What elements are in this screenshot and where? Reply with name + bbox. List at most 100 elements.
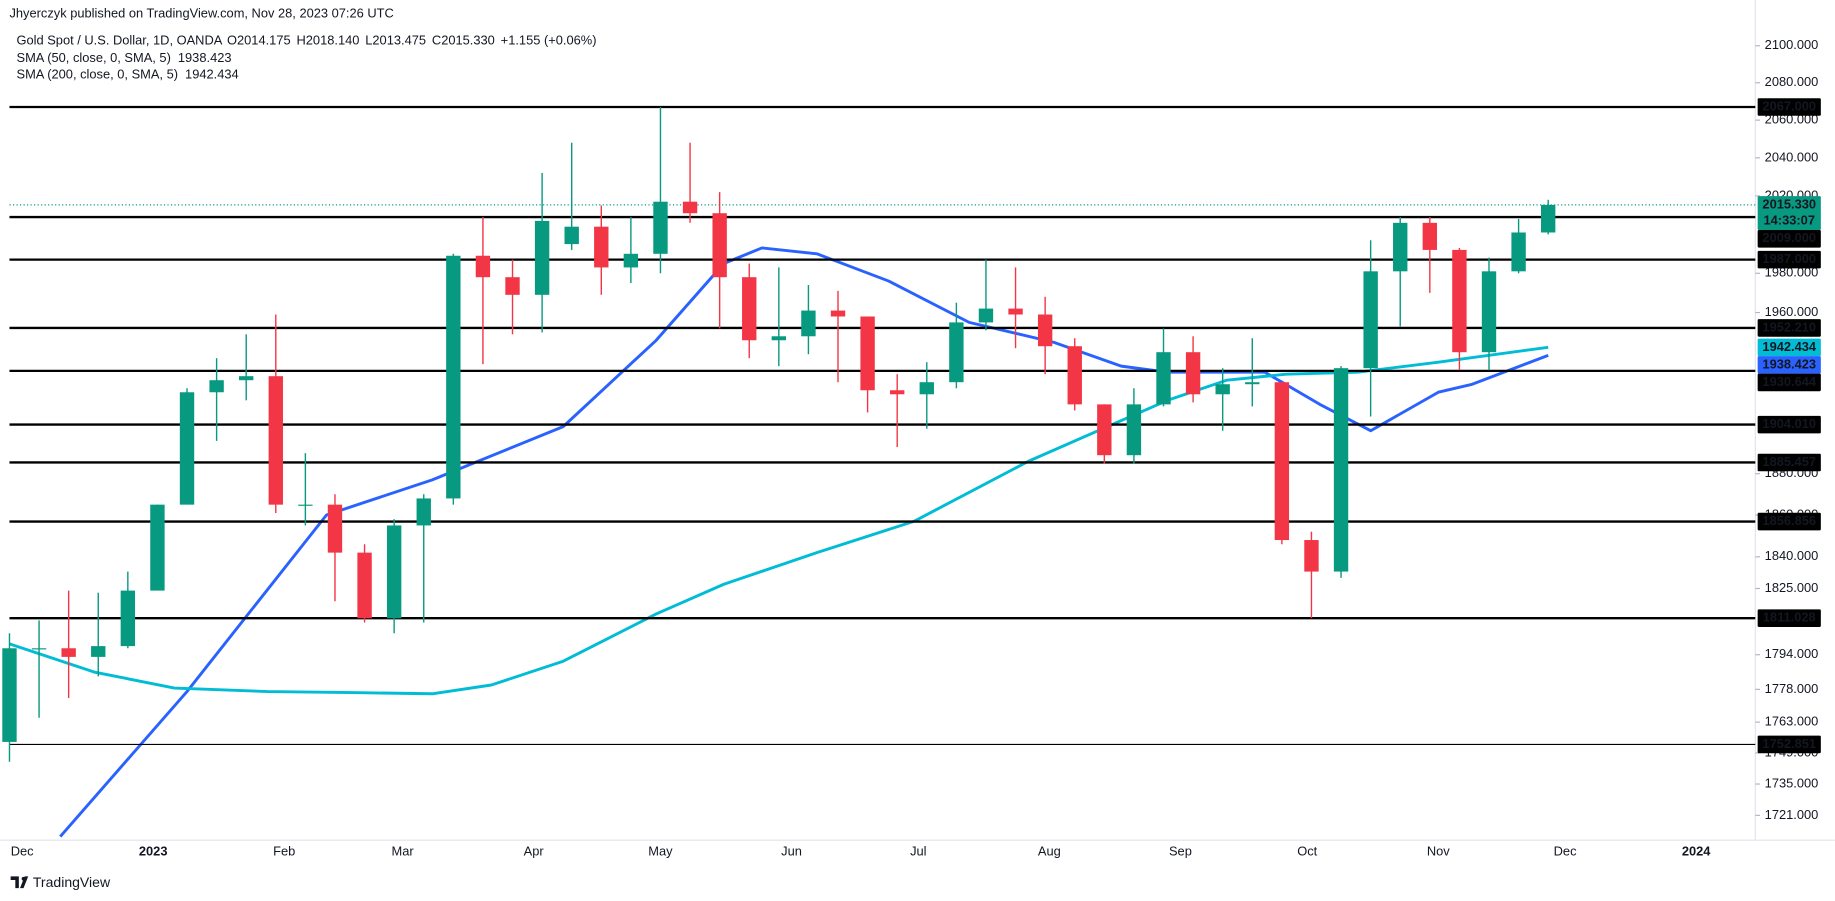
indicator-name: SMA (50, close, 0, SMA, 5) bbox=[17, 50, 171, 65]
x-tick-label: Jun bbox=[781, 843, 802, 858]
candle-body bbox=[446, 255, 461, 499]
indicator-value: 1938.423 bbox=[178, 50, 232, 65]
brand-name: TradingView bbox=[33, 874, 111, 890]
candle-body bbox=[1393, 222, 1408, 272]
level-label: 1856.856 bbox=[1762, 513, 1816, 528]
y-tick-label: 2100.000 bbox=[1765, 37, 1819, 52]
candle-body bbox=[239, 376, 254, 381]
plot-area bbox=[2, 105, 1756, 838]
candle-body bbox=[1304, 540, 1319, 572]
x-tick-label: Sep bbox=[1169, 843, 1192, 858]
header: Jhyerczyk published on TradingView.com, … bbox=[9, 5, 596, 81]
level-label: 1811.028 bbox=[1763, 610, 1816, 625]
y-tick-label: 1960.000 bbox=[1765, 304, 1819, 319]
ohlc-value: L2013.475 bbox=[365, 32, 426, 47]
x-tick-label: Dec bbox=[11, 843, 34, 858]
sma-line bbox=[9, 345, 1549, 696]
candle-body bbox=[1097, 404, 1112, 456]
y-tick-label: 1763.000 bbox=[1765, 714, 1819, 729]
level-label-box bbox=[1757, 453, 1821, 472]
x-tick-label: Nov bbox=[1427, 843, 1450, 858]
level-label: 2067.000 bbox=[1762, 98, 1816, 113]
brand-logo: TradingView bbox=[10, 874, 111, 890]
brand-icon-dot bbox=[21, 876, 26, 881]
y-tick-label: 2040.000 bbox=[1765, 149, 1819, 164]
level-label: 1930.644 bbox=[1762, 374, 1816, 389]
candle-body bbox=[712, 213, 727, 278]
ohlc-value: +1.155 (+0.06%) bbox=[501, 32, 597, 47]
level-label: 1752.851 bbox=[1762, 736, 1816, 751]
ohlc-value: C2015.330 bbox=[432, 32, 495, 47]
indicator-label: 1942.434 bbox=[1762, 339, 1816, 354]
x-tick-label: May bbox=[648, 843, 673, 858]
price-label-box bbox=[1757, 196, 1821, 231]
candle-body bbox=[1333, 368, 1349, 572]
x-tick-label: Apr bbox=[524, 843, 545, 858]
candle-body bbox=[919, 382, 934, 395]
ohlc-value: H2018.140 bbox=[296, 32, 359, 47]
publisher-line: Jhyerczyk published on TradingView.com, … bbox=[9, 5, 393, 20]
level-label-box bbox=[1757, 319, 1821, 337]
x-tick-label: Mar bbox=[392, 843, 415, 858]
x-tick-label: Aug bbox=[1038, 843, 1061, 858]
candle-body bbox=[949, 322, 964, 383]
candle-body bbox=[534, 220, 550, 295]
level-label-box bbox=[1757, 98, 1821, 116]
y-tick-label: 2080.000 bbox=[1765, 74, 1819, 89]
level-label-box bbox=[1757, 735, 1821, 754]
level-label-box bbox=[1757, 609, 1821, 627]
price-label: 14:33:07 bbox=[1764, 213, 1815, 228]
candle-body bbox=[268, 376, 283, 505]
indicator-name: SMA (200, close, 0, SMA, 5) bbox=[17, 66, 179, 81]
indicator-label-box bbox=[1757, 338, 1821, 357]
level-label-box bbox=[1757, 415, 1821, 434]
y-tick-label: 1980.000 bbox=[1765, 265, 1819, 280]
candle-body bbox=[1452, 249, 1467, 353]
candle-body bbox=[1185, 352, 1201, 395]
candle-body bbox=[890, 390, 905, 395]
y-tick-label: 1778.000 bbox=[1765, 681, 1819, 696]
level-label-box bbox=[1757, 512, 1821, 531]
price-axis: 2100.0002080.0002060.0002040.0002020.000… bbox=[1755, 37, 1821, 822]
y-tick-label: 1794.000 bbox=[1765, 646, 1819, 661]
candle-body bbox=[771, 336, 787, 341]
candle-body bbox=[1540, 204, 1556, 233]
candle-body bbox=[1274, 382, 1290, 541]
candle-body bbox=[564, 226, 579, 245]
candle-body bbox=[150, 504, 165, 591]
level-label: 1987.000 bbox=[1762, 251, 1816, 266]
y-tick-label: 1735.000 bbox=[1765, 775, 1819, 790]
candle-body bbox=[978, 308, 994, 323]
x-tick-label: 2023 bbox=[139, 843, 168, 858]
candle-body bbox=[653, 201, 668, 254]
level-label: 2009.000 bbox=[1762, 230, 1816, 245]
y-tick-label: 1840.000 bbox=[1765, 548, 1819, 563]
y-tick-label: 1825.000 bbox=[1765, 580, 1819, 595]
candle-body bbox=[1481, 271, 1497, 353]
candle-body bbox=[61, 648, 76, 657]
indicator-label: 1938.423 bbox=[1762, 356, 1816, 371]
indicator-label-box bbox=[1757, 356, 1821, 374]
price-label: 2015.330 bbox=[1762, 196, 1816, 211]
candle-body bbox=[1067, 346, 1082, 405]
candle-body bbox=[386, 525, 402, 619]
candle-body bbox=[179, 392, 195, 505]
candle-body bbox=[120, 590, 136, 647]
candle-body bbox=[2, 648, 17, 742]
candle-body bbox=[298, 504, 313, 506]
candle-body bbox=[209, 380, 224, 393]
candle-body bbox=[742, 277, 757, 341]
symbol-title: Gold Spot / U.S. Dollar, 1D, OANDA bbox=[17, 32, 223, 47]
level-label: 1904.010 bbox=[1762, 416, 1816, 431]
x-tick-label: Dec bbox=[1554, 843, 1577, 858]
x-tick-label: Oct bbox=[1297, 843, 1317, 858]
level-label-box bbox=[1757, 230, 1821, 248]
ohlc-value: O2014.175 bbox=[227, 32, 291, 47]
candle-body bbox=[682, 201, 698, 214]
indicator-value: 1942.434 bbox=[185, 66, 239, 81]
candle-body bbox=[830, 310, 846, 317]
candle-body bbox=[327, 504, 343, 553]
x-tick-label: Jul bbox=[910, 843, 926, 858]
